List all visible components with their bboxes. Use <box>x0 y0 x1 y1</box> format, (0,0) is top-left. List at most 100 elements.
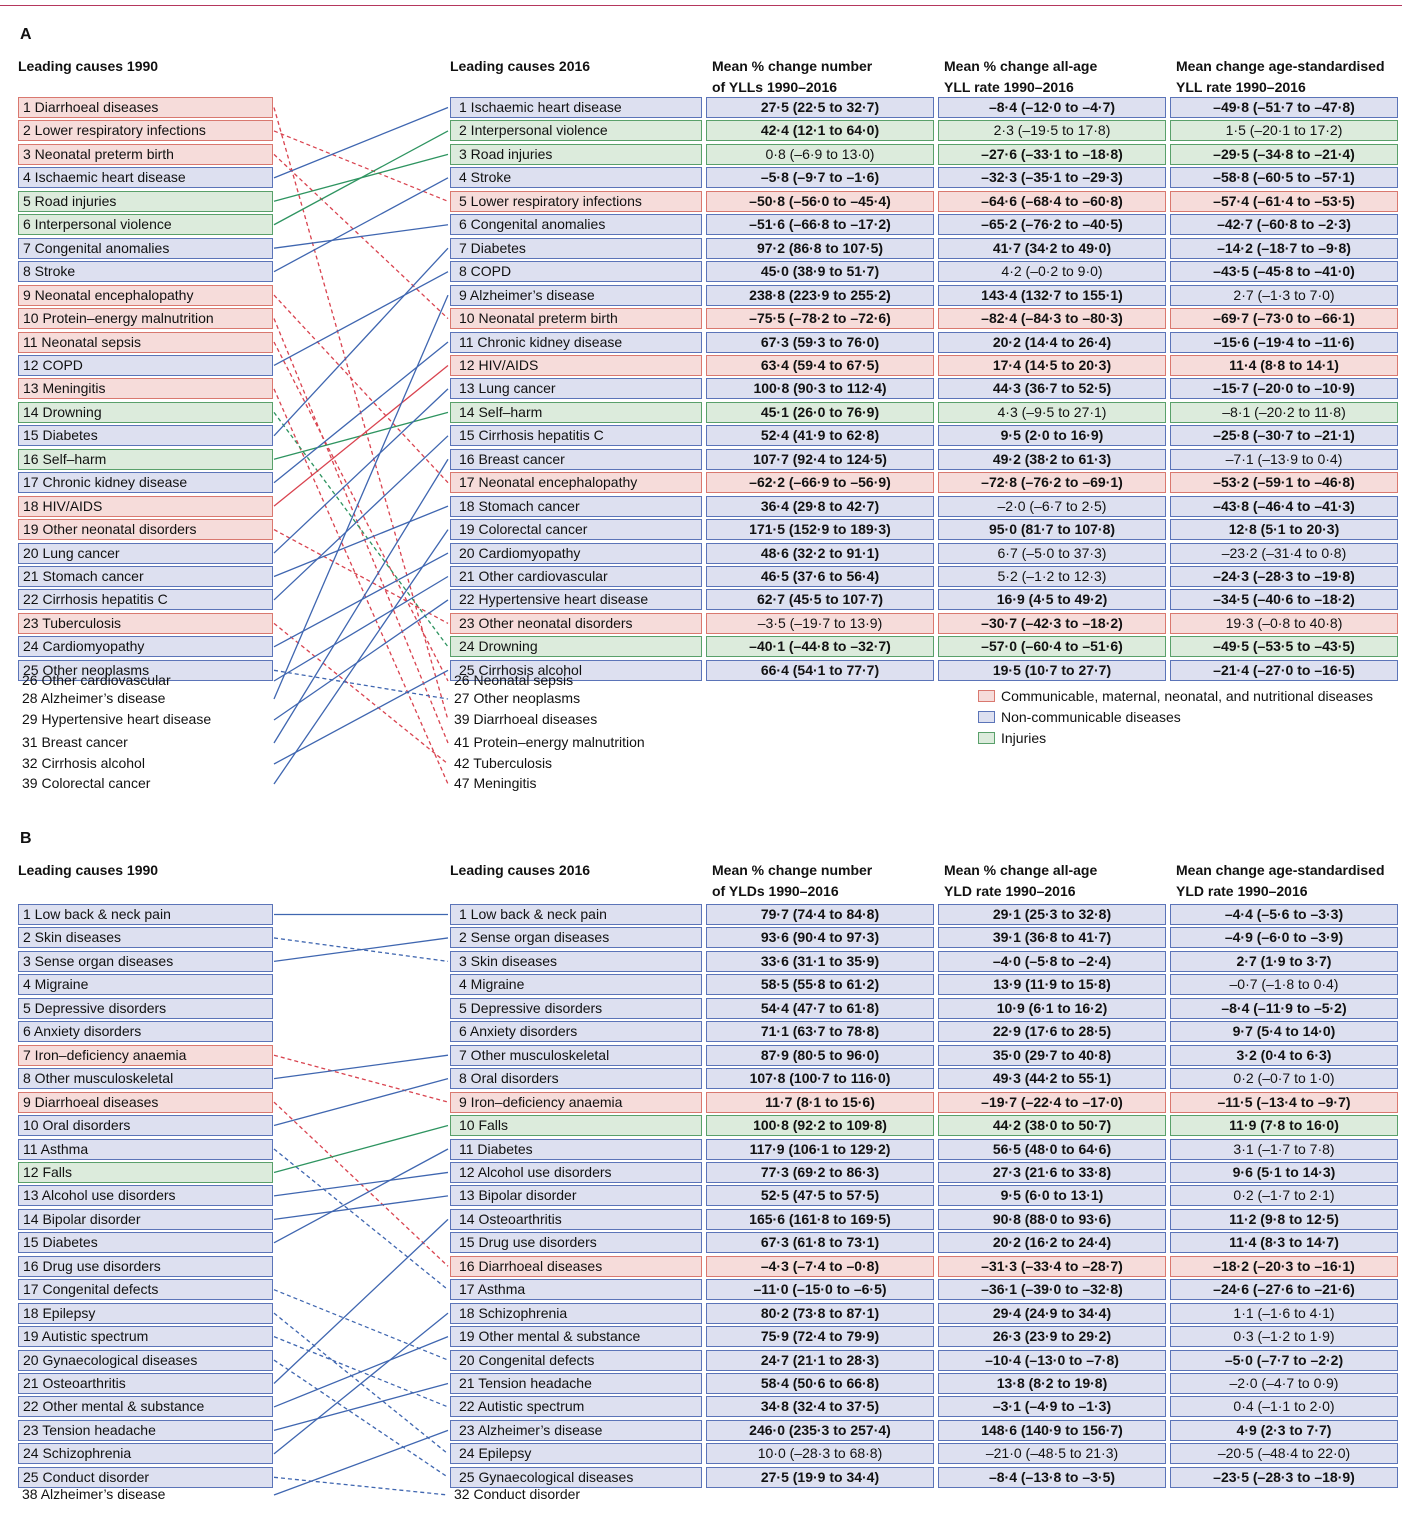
col-header-m1: Mean % change number <box>712 862 873 878</box>
metric-m3-cell: 19·3 (–0·8 to 40·8) <box>1170 612 1398 634</box>
metric-m1-cell: 77·3 (69·2 to 86·3) <box>706 1161 934 1183</box>
metric-m3-cell: –25·8 (–30·7 to –21·1) <box>1170 425 1398 447</box>
metric-m1-cell: 11·7 (8·1 to 15·6) <box>706 1091 934 1113</box>
cause-1990-row: 18 Epilepsy <box>18 1302 273 1324</box>
cause-2016-row: 18 Schizophrenia <box>450 1302 702 1324</box>
metric-m3-cell: –53·2 (–59·1 to –46·8) <box>1170 472 1398 494</box>
metric-m2-cell: 4·2 (–0·2 to 9·0) <box>938 261 1166 283</box>
legend-item: Non-communicable diseases <box>978 707 1181 727</box>
cause-1990-row: 11 Neonatal sepsis <box>18 331 273 353</box>
cause-1990-row: 10 Oral disorders <box>18 1115 273 1137</box>
cause-1990-row: 15 Diabetes <box>18 1232 273 1254</box>
metric-m2-cell: 29·1 (25·3 to 32·8) <box>938 904 1166 925</box>
metric-m1-cell: 63·4 (59·4 to 67·5) <box>706 354 934 376</box>
cause-2016-row: 24 Drowning <box>450 636 702 658</box>
metric-m2-cell: 39·1 (36·8 to 41·7) <box>938 927 1166 949</box>
cause-2016-row: 10 Falls <box>450 1115 702 1137</box>
metric-m3-cell: 9·7 (5·4 to 14·0) <box>1170 1021 1398 1043</box>
cause-2016-row: 6 Congenital anomalies <box>450 214 702 236</box>
rank-link <box>273 1078 449 1127</box>
metric-m2-cell: 20·2 (14·4 to 26·4) <box>938 331 1166 353</box>
metric-m2-cell: 143·4 (132·7 to 155·1) <box>938 284 1166 306</box>
rank-link <box>273 318 449 744</box>
cause-2016-row: 22 Autistic spectrum <box>450 1396 702 1418</box>
top-rule <box>0 5 1402 6</box>
metric-m1-cell: 0·8 (–6·9 to 13·0) <box>706 143 934 165</box>
metric-m1-cell: 238·8 (223·9 to 255·2) <box>706 284 934 306</box>
metric-m3-cell: 3·1 (–1·7 to 7·8) <box>1170 1138 1398 1160</box>
metric-m2-cell: 19·5 (10·7 to 27·7) <box>938 659 1166 681</box>
metric-m1-cell: 58·4 (50·6 to 66·8) <box>706 1373 934 1394</box>
cause-2016-row: 21 Other cardiovascular <box>450 566 702 587</box>
metric-m3-cell: 3·2 (0·4 to 6·3) <box>1170 1044 1398 1066</box>
cause-2016-row: 24 Epilepsy <box>450 1443 702 1465</box>
cause-1990-row: 7 Iron–deficiency anaemia <box>18 1044 273 1066</box>
cause-1990-row: 2 Skin diseases <box>18 927 273 949</box>
metric-m1-cell: 33·6 (31·1 to 35·9) <box>706 950 934 972</box>
metric-m3-cell: –23·2 (–31·4 to 0·8) <box>1170 542 1398 564</box>
rank-link <box>273 505 449 578</box>
cause-2016-row: 12 Alcohol use disorders <box>450 1161 702 1183</box>
rank-link <box>273 669 449 700</box>
metric-m3-cell: –5·0 (–7·7 to –2·2) <box>1170 1349 1398 1371</box>
metric-m2-cell: –82·4 (–84·3 to –80·3) <box>938 308 1166 330</box>
metric-m3-cell: 12·8 (5·1 to 20·3) <box>1170 519 1398 541</box>
metric-m1-cell: –50·8 (–56·0 to –45·4) <box>706 190 934 212</box>
cause-2016-row: 15 Drug use disorders <box>450 1232 702 1254</box>
metric-m1-cell: 93·6 (90·4 to 97·3) <box>706 927 934 949</box>
legend-label: Injuries <box>1001 730 1047 746</box>
rank-link <box>273 364 449 507</box>
metric-m1-cell: –40·1 (–44·8 to –32·7) <box>706 636 934 658</box>
metric-m3-cell: –11·5 (–13·4 to –9·7) <box>1170 1091 1398 1113</box>
cause-1990-row: 9 Neonatal encephalopathy <box>18 284 273 306</box>
metric-m2-cell: 20·2 (16·2 to 24·4) <box>938 1232 1166 1254</box>
cause-1990-row: 20 Gynaecological diseases <box>18 1349 273 1371</box>
cause-2016-row: 20 Cardiomyopathy <box>450 542 702 564</box>
cause-2016-row: 8 COPD <box>450 261 702 283</box>
cause-1990-extra: 26 Other cardiovascular <box>22 672 171 688</box>
cause-2016-row: 21 Tension headache <box>450 1373 702 1394</box>
cause-1990-extra: 38 Alzheimer’s disease <box>22 1486 166 1502</box>
col-header-1990: Leading causes 1990 <box>18 862 159 878</box>
rank-link <box>273 575 449 682</box>
cause-2016-row: 9 Iron–deficiency anaemia <box>450 1091 702 1113</box>
cause-1990-row: 6 Interpersonal violence <box>18 214 273 236</box>
cause-1990-row: 17 Congenital defects <box>18 1279 273 1301</box>
metric-m3-cell: –24·6 (–27·6 to –21·6) <box>1170 1279 1398 1301</box>
metric-m1-cell: –11·0 (–15·0 to –6·5) <box>706 1279 934 1301</box>
cause-1990-row: 11 Asthma <box>18 1138 273 1160</box>
cause-2016-extra: 26 Neonatal sepsis <box>454 672 574 688</box>
metric-m1-cell: 107·8 (100·7 to 116·0) <box>706 1068 934 1090</box>
legend-swatch <box>978 690 995 702</box>
cause-1990-row: 12 COPD <box>18 354 273 376</box>
rank-link <box>273 529 449 785</box>
metric-m3-cell: –29·5 (–34·8 to –21·4) <box>1170 143 1398 165</box>
rank-link <box>273 130 449 226</box>
rank-link <box>273 1289 449 1361</box>
metric-m3-cell: –4·9 (–6·0 to –3·9) <box>1170 927 1398 949</box>
metric-m2-cell: 49·3 (44·2 to 55·1) <box>938 1068 1166 1090</box>
rank-link <box>273 294 449 700</box>
cause-2016-row: 25 Cirrhosis alcohol <box>450 659 702 681</box>
rank-link <box>273 1382 449 1432</box>
metric-m1-cell: 107·7 (92·4 to 124·5) <box>706 448 934 470</box>
metric-m1-cell: 75·9 (72·4 to 79·9) <box>706 1326 934 1348</box>
metric-m2-cell: –27·6 (–33·1 to –18·8) <box>938 143 1166 165</box>
cause-2016-row: 6 Anxiety disorders <box>450 1021 702 1043</box>
cause-1990-row: 16 Self–harm <box>18 448 273 470</box>
cause-2016-row: 7 Diabetes <box>450 237 702 259</box>
metric-m3-cell: –42·7 (–60·8 to –2·3) <box>1170 214 1398 236</box>
metric-m3-cell: –21·4 (–27·0 to –16·5) <box>1170 659 1398 681</box>
metric-m1-cell: 48·6 (32·2 to 91·1) <box>706 542 934 564</box>
metric-m2-cell: 90·8 (88·0 to 93·6) <box>938 1208 1166 1230</box>
cause-1990-row: 25 Conduct disorder <box>18 1466 273 1488</box>
metric-m1-cell: 27·5 (19·9 to 34·4) <box>706 1466 934 1488</box>
metric-m2-cell: –8·4 (–13·8 to –3·5) <box>938 1466 1166 1488</box>
cause-1990-row: 22 Cirrhosis hepatitis C <box>18 589 273 611</box>
cause-1990-extra: 28 Alzheimer’s disease <box>22 690 166 706</box>
metric-m2-cell: 6·7 (–5·0 to 37·3) <box>938 542 1166 564</box>
metric-m1-cell: 58·5 (55·8 to 61·2) <box>706 974 934 996</box>
rank-link <box>273 294 449 484</box>
cause-2016-row: 11 Diabetes <box>450 1138 702 1160</box>
cause-2016-row: 13 Lung cancer <box>450 378 702 400</box>
